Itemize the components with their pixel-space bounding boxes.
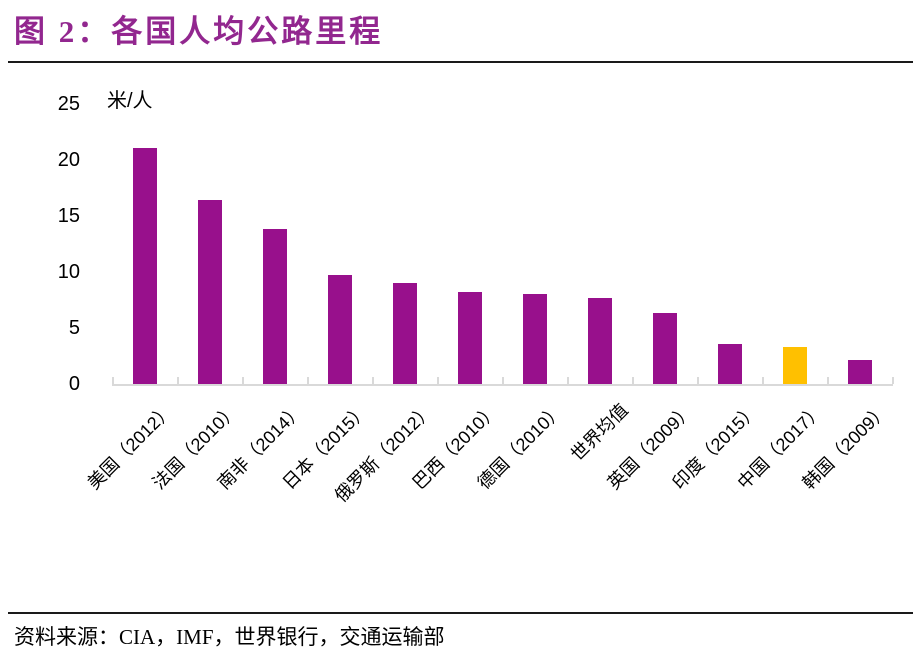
y-axis-tick-label: 20	[57, 149, 80, 171]
y-axis-tick-label: 25	[57, 93, 80, 115]
x-axis-tick-mark	[241, 377, 244, 384]
bar	[523, 294, 547, 384]
source-note: 资料来源：CIA，IMF，世界银行，交通运输部	[14, 625, 445, 649]
bar	[133, 147, 157, 384]
figure-title: 图 2：各国人均公路里程	[14, 14, 384, 49]
y-axis-tick-label: 0	[68, 373, 80, 395]
x-axis-tick-mark	[306, 377, 309, 384]
x-axis-tick-mark	[111, 377, 114, 384]
x-axis-tick-mark	[631, 377, 634, 384]
title-divider	[8, 61, 913, 63]
y-axis-tick-label: 15	[57, 205, 80, 227]
bar	[198, 200, 222, 384]
x-axis-tick-mark	[176, 377, 179, 384]
x-axis-tick-mark	[696, 377, 699, 384]
bar	[328, 275, 352, 384]
x-axis-tick-mark	[761, 377, 764, 384]
source-divider	[8, 612, 913, 614]
bar	[718, 343, 742, 384]
y-axis-tick-label: 5	[68, 317, 80, 339]
bar	[393, 283, 417, 384]
x-axis-tick-mark	[501, 377, 504, 384]
x-axis-tick-mark	[436, 377, 439, 384]
bar	[783, 347, 807, 384]
x-axis-tick-mark	[371, 377, 374, 384]
y-axis-tick-label: 10	[57, 261, 80, 283]
bar	[848, 360, 872, 384]
bar	[653, 313, 677, 384]
x-axis-line	[112, 384, 893, 386]
y-axis-unit-label: 米/人	[107, 90, 153, 112]
x-axis-tick-mark	[566, 377, 569, 384]
bar	[263, 229, 287, 384]
x-axis-tick-mark	[891, 377, 894, 384]
bar	[588, 297, 612, 384]
bar	[458, 292, 482, 384]
x-axis-tick-mark	[826, 377, 829, 384]
